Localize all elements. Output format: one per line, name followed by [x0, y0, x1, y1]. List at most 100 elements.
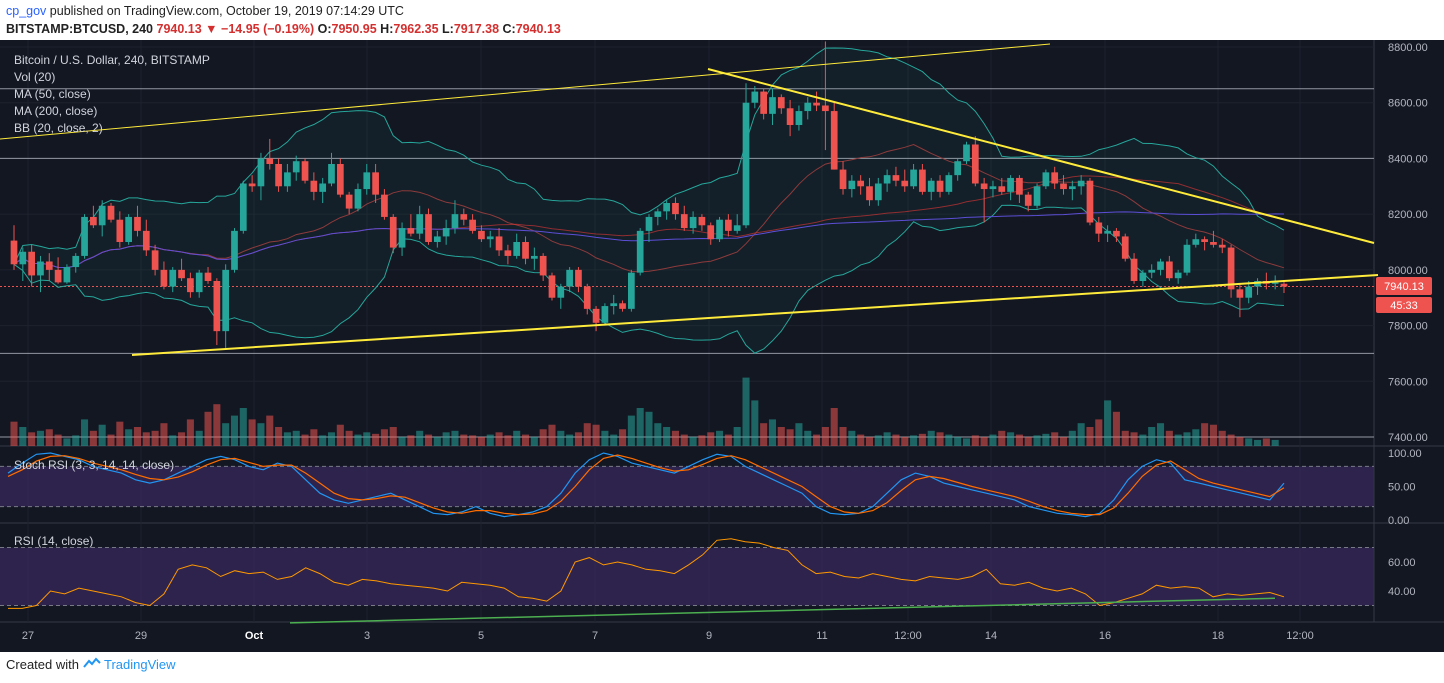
volume-bar	[133, 427, 141, 446]
volume-bar	[1165, 430, 1173, 446]
publisher-username[interactable]: cp_gov	[6, 4, 47, 18]
candle-body	[398, 228, 406, 248]
volume-bar	[962, 438, 971, 446]
candle-body	[160, 269, 168, 287]
volume-bar	[1192, 429, 1200, 446]
volume-bar	[98, 424, 106, 446]
candle-body	[381, 194, 388, 217]
rsi-title: RSI (14, close)	[14, 534, 93, 548]
legend-volume: Vol (20)	[14, 70, 55, 84]
candle-body	[548, 275, 556, 298]
volume-bar	[1033, 435, 1041, 446]
volume-bar	[645, 411, 653, 446]
candle-body	[1113, 230, 1120, 237]
tradingview-brand[interactable]: TradingView	[103, 657, 176, 672]
volume-bar	[495, 432, 503, 446]
price-axis[interactable]	[1374, 40, 1444, 652]
volume-bar	[830, 408, 838, 446]
volume-bar	[663, 427, 671, 446]
candle-body	[963, 144, 970, 162]
volume-bar	[821, 427, 829, 446]
candle-body	[460, 214, 468, 220]
price-tick-label: 8400.00	[1388, 153, 1428, 165]
volume-bar	[1104, 400, 1112, 446]
volume-bar	[107, 434, 115, 446]
candle-body	[874, 183, 882, 201]
volume-bar	[1051, 432, 1059, 446]
volume-bar	[204, 411, 212, 446]
candle-body	[619, 303, 626, 309]
volume-bar	[557, 430, 565, 446]
candle-body	[1210, 242, 1217, 245]
tradingview-logo-icon[interactable]	[82, 657, 101, 672]
candle-body	[954, 161, 962, 176]
volume-bar	[1139, 434, 1147, 446]
candle-body	[945, 175, 953, 192]
candle-body	[1183, 244, 1191, 273]
candle-body	[513, 242, 521, 256]
volume-bar	[901, 436, 909, 446]
candle-body	[910, 169, 917, 187]
candle-body	[63, 267, 71, 283]
price-tick-label: 8600.00	[1388, 98, 1428, 110]
candle-body	[530, 255, 538, 259]
trading-chart[interactable]: 8800.00 8600.00 8400.00 8200.00 8000.00 7800.…	[0, 40, 1444, 652]
symbol-label: BITSTAMP:BTCUSD, 240	[6, 22, 154, 36]
candle-body	[504, 250, 512, 256]
volume-bar	[848, 430, 856, 446]
volume-bar	[1201, 423, 1209, 446]
volume-bar	[327, 432, 336, 446]
volume-bar	[125, 429, 133, 446]
candle-body	[883, 175, 891, 184]
volume-bar	[354, 434, 362, 446]
candle-body	[1024, 194, 1032, 206]
volume-bar	[433, 436, 441, 446]
candle-body	[1157, 261, 1164, 270]
candle-body	[469, 219, 476, 231]
volume-bar	[1218, 430, 1226, 446]
candle-body	[1095, 222, 1103, 234]
candle-body	[1060, 183, 1067, 190]
volume-bar	[1148, 427, 1156, 446]
volume-bar	[486, 434, 494, 446]
time-tick-label: 29	[135, 630, 147, 642]
candle-body	[1077, 180, 1085, 187]
candle-body	[222, 269, 230, 332]
last-price-tag	[1376, 277, 1432, 295]
candle-body	[372, 172, 379, 195]
volume-bar	[777, 427, 785, 446]
volume-bar	[980, 436, 988, 446]
candle-body	[248, 183, 256, 187]
legend-bb: BB (20, close, 2)	[14, 121, 103, 135]
candle-body	[839, 169, 847, 190]
candle-body	[936, 180, 944, 192]
volume-bar	[698, 435, 706, 446]
countdown-value: 45:33	[1390, 300, 1418, 312]
volume-bar	[1271, 439, 1279, 446]
volume-bar	[707, 432, 715, 446]
stoch-rsi-title: Stoch RSI (3, 3, 14, 14, close)	[14, 458, 174, 472]
volume-bar	[10, 421, 18, 446]
volume-bar	[936, 432, 944, 446]
candle-body	[601, 306, 609, 323]
time-tick-label: Oct	[245, 630, 264, 642]
candle-body	[1227, 247, 1235, 290]
time-tick-label: 16	[1099, 630, 1111, 642]
volume-bar	[892, 434, 900, 446]
candle-body	[1121, 236, 1129, 259]
candle-body	[927, 180, 935, 192]
last-price: 7940.13	[153, 22, 202, 36]
candle-body	[1033, 186, 1041, 206]
volume-bar	[883, 432, 891, 446]
candle-body	[1280, 283, 1288, 287]
bollinger-fill	[14, 48, 1284, 354]
candle-body	[1007, 177, 1014, 192]
candle-body	[848, 180, 856, 190]
volume-bar	[1112, 411, 1120, 446]
open-label: O:	[314, 22, 332, 36]
candle-body	[354, 189, 362, 209]
candle-body	[28, 251, 35, 276]
candle-body	[486, 236, 494, 240]
candle-body	[830, 111, 838, 170]
volume-bar	[1227, 434, 1235, 446]
